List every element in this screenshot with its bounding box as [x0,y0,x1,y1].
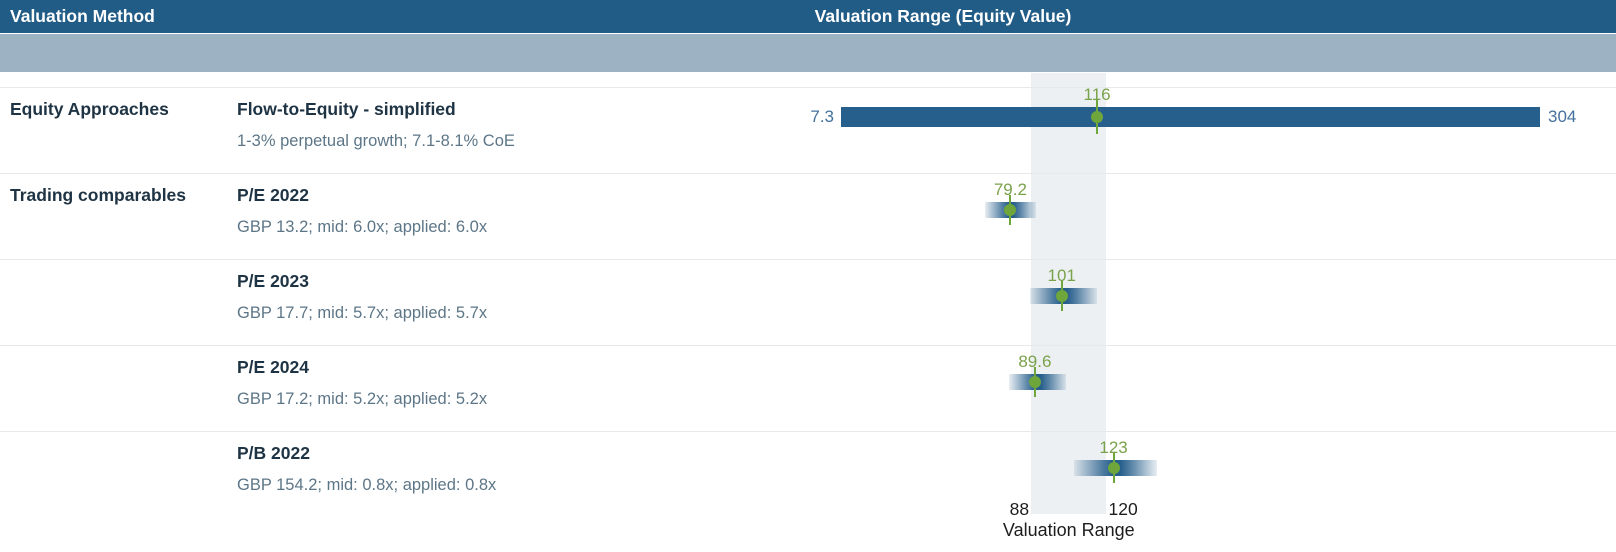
marker-dot [1107,462,1120,474]
table-header: Valuation Method Valuation Range (Equity… [0,0,1616,33]
mid-value-label: 116 [1083,85,1111,104]
marker-dot [1091,111,1104,123]
mid-value-label: 101 [1047,266,1076,285]
marker-dot [1028,376,1041,388]
method-title: Flow-to-Equity - simplified [237,99,456,119]
header-valuation-method: Valuation Method [10,6,155,26]
axis-title: Valuation Range [1002,520,1135,540]
method-title: P/E 2023 [237,271,309,291]
group-label: Equity Approaches [10,99,169,119]
row-divider [0,345,1616,346]
method-detail: GBP 17.2; mid: 5.2x; applied: 5.2x [237,390,488,408]
method-title: P/B 2022 [237,443,310,463]
header-valuation-range: Valuation Range (Equity Value) [814,6,1072,26]
marker-dot [1055,290,1068,302]
low-value-label: 7.3 [810,107,834,126]
row-divider [0,431,1616,432]
method-detail: GBP 13.2; mid: 6.0x; applied: 6.0x [237,218,488,236]
row-divider [0,173,1616,174]
row-divider [0,87,1616,88]
method-title: P/E 2022 [237,185,309,205]
mid-value-label: 79.2 [993,180,1027,199]
group-label: Trading comparables [10,185,187,205]
subheader-bar [0,34,1616,72]
row-divider [0,259,1616,260]
mid-value-label: 123 [1099,438,1128,457]
marker-dot [1004,204,1017,216]
method-detail: GBP 17.7; mid: 5.7x; applied: 5.7x [237,304,488,322]
high-value-label: 304 [1548,107,1577,126]
axis-label-low: 88 [1009,499,1030,519]
range-bar [841,107,1540,127]
axis-label-high: 120 [1108,499,1138,519]
mid-value-label: 89.6 [1018,352,1052,371]
method-detail: GBP 154.2; mid: 0.8x; applied: 0.8x [237,476,497,494]
method-detail: 1-3% perpetual growth; 7.1-8.1% CoE [237,132,515,150]
method-title: P/E 2024 [237,357,309,377]
